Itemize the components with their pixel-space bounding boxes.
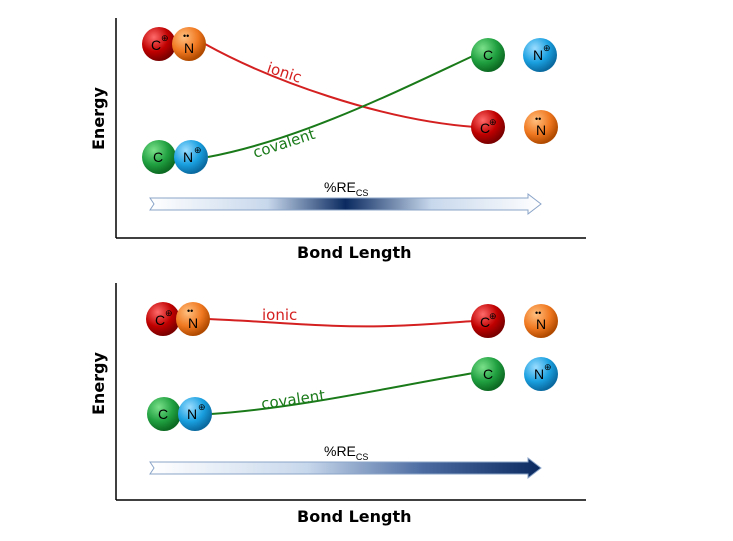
ionic-curve bbox=[204, 43, 476, 128]
nitrogen-symbol: N bbox=[188, 315, 198, 331]
separated-atoms-covalent: C N ⊕ bbox=[471, 357, 558, 391]
re-arrow bbox=[149, 456, 542, 480]
nitrogen-anion-atom bbox=[172, 27, 206, 61]
nitrogen-anion-atom bbox=[524, 304, 558, 338]
nitrogen-symbol: N bbox=[183, 149, 193, 165]
covalent-curve bbox=[210, 372, 475, 415]
nitrogen-symbol: N bbox=[184, 40, 194, 56]
carbon-atom bbox=[471, 357, 505, 391]
covalent-label: covalent bbox=[260, 386, 326, 413]
carbon-cation-atom bbox=[142, 27, 176, 61]
y-axis-label: Energy bbox=[89, 86, 108, 150]
separated-atoms-covalent: C N ⊕ bbox=[471, 38, 557, 72]
plus-charge-icon: ⊕ bbox=[161, 33, 169, 43]
panel-top: Energy Bond Length ionic covalent C ⊕ N … bbox=[89, 18, 586, 262]
plus-charge-icon: ⊕ bbox=[194, 145, 202, 155]
carbon-atom bbox=[142, 140, 176, 174]
plus-charge-icon: ⊕ bbox=[489, 117, 497, 127]
plus-charge-icon: ⊕ bbox=[544, 362, 552, 372]
re-label: %RECS bbox=[324, 179, 368, 198]
carbon-symbol: C bbox=[483, 47, 493, 63]
re-label: %RECS bbox=[324, 443, 368, 462]
carbon-symbol: C bbox=[151, 37, 161, 53]
plus-charge-icon: ⊕ bbox=[198, 402, 206, 412]
carbon-cation-atom bbox=[471, 110, 505, 144]
plus-charge-icon: ⊕ bbox=[165, 308, 173, 318]
carbon-cation-atom bbox=[471, 304, 505, 338]
re-arrow bbox=[149, 192, 542, 216]
plus-charge-icon: ⊕ bbox=[543, 43, 551, 53]
lone-pair-icon: •• bbox=[187, 306, 193, 316]
plus-charge-icon: ⊕ bbox=[489, 311, 497, 321]
ionic-pair-left: C ⊕ N •• bbox=[146, 302, 210, 336]
carbon-cation-atom bbox=[146, 302, 180, 336]
nitrogen-symbol: N bbox=[536, 316, 546, 332]
x-axis-label: Bond Length bbox=[297, 243, 412, 262]
nitrogen-cation-atom bbox=[523, 38, 557, 72]
carbon-atom bbox=[147, 397, 181, 431]
nitrogen-anion-atom bbox=[176, 302, 210, 336]
nitrogen-cation-atom bbox=[174, 140, 208, 174]
nitrogen-symbol: N bbox=[536, 122, 546, 138]
ionic-label: ionic bbox=[262, 306, 297, 324]
carbon-symbol: C bbox=[480, 314, 490, 330]
separated-atoms-ionic: C ⊕ N •• bbox=[471, 110, 558, 144]
separated-atoms-ionic: C ⊕ N •• bbox=[471, 304, 558, 338]
y-axis-label: Energy bbox=[89, 351, 108, 415]
lone-pair-icon: •• bbox=[535, 114, 541, 124]
nitrogen-symbol: N bbox=[533, 47, 543, 63]
covalent-label: covalent bbox=[251, 125, 318, 162]
covalent-pair-left: C N ⊕ bbox=[147, 397, 212, 431]
covalent-pair-left: C N ⊕ bbox=[142, 140, 208, 174]
nitrogen-cation-atom bbox=[178, 397, 212, 431]
nitrogen-cation-atom bbox=[524, 357, 558, 391]
carbon-symbol: C bbox=[480, 120, 490, 136]
lone-pair-icon: •• bbox=[183, 31, 189, 41]
panel-bottom: Energy Bond Length ionic covalent C ⊕ N … bbox=[89, 283, 586, 526]
carbon-symbol: C bbox=[155, 312, 165, 328]
carbon-symbol: C bbox=[153, 149, 163, 165]
x-axis-label: Bond Length bbox=[297, 507, 412, 526]
nitrogen-anion-atom bbox=[524, 110, 558, 144]
nitrogen-symbol: N bbox=[534, 366, 544, 382]
ionic-pair-left: C ⊕ N •• bbox=[142, 27, 206, 61]
ionic-label: ionic bbox=[265, 59, 304, 87]
nitrogen-symbol: N bbox=[187, 406, 197, 422]
lone-pair-icon: •• bbox=[535, 308, 541, 318]
covalent-curve bbox=[207, 54, 476, 158]
carbon-symbol: C bbox=[483, 366, 493, 382]
carbon-symbol: C bbox=[158, 406, 168, 422]
ionic-curve bbox=[207, 318, 476, 328]
carbon-atom bbox=[471, 38, 505, 72]
